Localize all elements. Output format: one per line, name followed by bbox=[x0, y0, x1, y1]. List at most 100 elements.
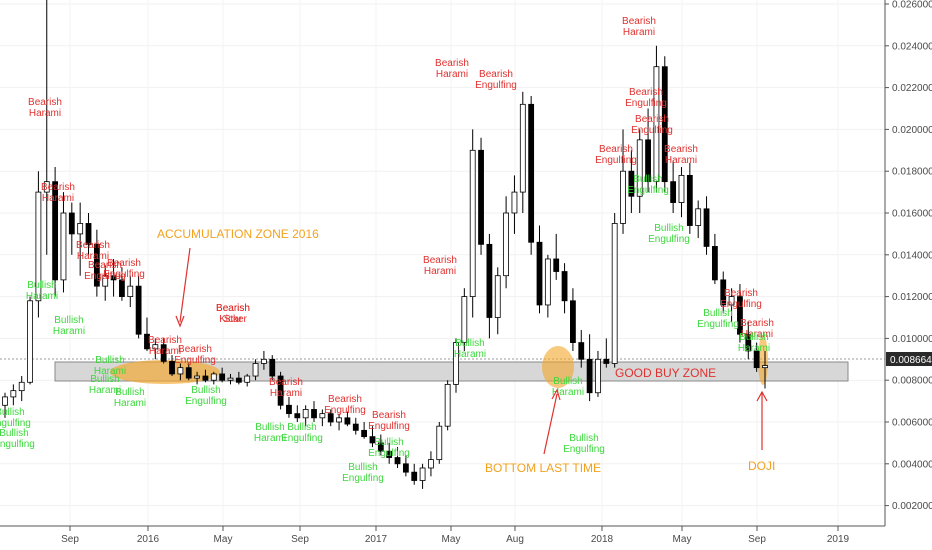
y-tick-label: 0.024000 bbox=[892, 41, 932, 52]
x-tick-label: Sep bbox=[61, 534, 79, 545]
pattern-label-bull: Bullish Harami bbox=[254, 422, 286, 444]
accumulation-arrow-head bbox=[175, 315, 185, 328]
candle-body bbox=[35, 191, 42, 302]
candle-body bbox=[311, 409, 317, 419]
pattern-label-bear: Bearish Harami bbox=[435, 58, 469, 80]
x-tick-label: May bbox=[673, 534, 692, 545]
candle-body bbox=[327, 413, 334, 423]
candle-body bbox=[402, 463, 409, 473]
candle-body bbox=[386, 450, 393, 458]
candle-body bbox=[720, 279, 727, 306]
good-buy-zone-label: GOOD BUY ZONE bbox=[615, 366, 716, 380]
accumulation-arrow bbox=[179, 247, 191, 323]
candle-body bbox=[411, 471, 418, 481]
bottom-arrow bbox=[543, 393, 558, 455]
y-tick-label: 0.008000 bbox=[892, 376, 932, 387]
candle-body bbox=[394, 457, 401, 465]
y-axis: 0.026000 0.024000 0.022000 0.020000 0.018000… bbox=[885, 0, 932, 512]
candle-body bbox=[544, 258, 551, 306]
candle-body bbox=[653, 66, 660, 183]
x-tick-label: May bbox=[442, 534, 461, 545]
pattern-label-bear: Bearish Engulfing bbox=[324, 394, 366, 416]
candle-body bbox=[753, 350, 760, 369]
candle-body bbox=[10, 390, 17, 398]
candle-body bbox=[453, 342, 459, 385]
candle-body bbox=[93, 243, 100, 287]
candle-body bbox=[377, 442, 384, 452]
candle-body bbox=[570, 300, 576, 343]
y-tick-label: 0.010000 bbox=[892, 334, 932, 345]
pattern-label-bear: Bearish Harami bbox=[41, 182, 75, 204]
candle-body bbox=[52, 181, 59, 281]
x-tick-label: May bbox=[214, 534, 233, 545]
candle-body bbox=[595, 358, 601, 394]
x-tick-label: 2018 bbox=[591, 534, 614, 545]
candle-body bbox=[436, 425, 443, 461]
pattern-label-bull: Bullish Harami bbox=[738, 332, 770, 354]
candle-body bbox=[461, 296, 468, 343]
pattern-label-bear: Bearish Harami bbox=[622, 16, 656, 38]
x-tick-label: Sep bbox=[291, 534, 309, 545]
x-tick-label: 2017 bbox=[365, 534, 388, 545]
x-tick-label: 2016 bbox=[137, 534, 160, 545]
pattern-label-bull: Bullish Harami bbox=[53, 315, 85, 337]
candle-body bbox=[745, 333, 752, 352]
candle-body bbox=[27, 300, 33, 383]
candles bbox=[2, 0, 768, 489]
candle-body bbox=[185, 367, 192, 379]
doji-label: DOJI bbox=[748, 459, 775, 473]
y-tick-label: 0.014000 bbox=[892, 250, 932, 261]
candle-body bbox=[369, 436, 376, 444]
candle-body bbox=[261, 358, 267, 364]
candle-body bbox=[737, 296, 743, 335]
candle-body bbox=[519, 103, 526, 193]
candle-body bbox=[144, 333, 150, 350]
candle-body bbox=[661, 66, 668, 183]
candle-body bbox=[511, 191, 518, 214]
pattern-labels: Bearish Harami Bearish Harami Bearish Harami B… bbox=[0, 16, 774, 484]
candle-body bbox=[486, 243, 493, 318]
candle-body bbox=[645, 139, 651, 183]
pattern-label-bear: Bearish Kicker bbox=[216, 303, 250, 325]
x-tick-label: Aug bbox=[506, 534, 524, 545]
candle-body bbox=[110, 275, 117, 281]
candle-body bbox=[169, 360, 175, 375]
candle-body bbox=[478, 149, 484, 245]
candle-body bbox=[119, 279, 125, 298]
candle-body bbox=[528, 103, 535, 243]
pattern-label-bull: Bullish Harami bbox=[114, 387, 146, 409]
pattern-label-bear: Bearish Engulfing bbox=[174, 344, 216, 366]
candle-body bbox=[18, 381, 25, 392]
pattern-label-bear: Bearish Harami bbox=[269, 377, 303, 399]
candle-body bbox=[444, 383, 451, 427]
candle-body bbox=[160, 344, 167, 362]
candle-body bbox=[711, 246, 718, 281]
candle-body bbox=[352, 423, 359, 431]
candle-body bbox=[135, 285, 142, 335]
pattern-label-bear: Bearish Harami bbox=[76, 240, 110, 262]
y-tick-label: 0.006000 bbox=[892, 418, 932, 429]
x-axis: Sep 2016 May Sep 2017 May Aug 2018 May Sep 2019 bbox=[61, 526, 850, 545]
bottom-last-time-label: BOTTOM LAST TIME bbox=[485, 461, 601, 475]
candle-body bbox=[611, 223, 618, 364]
pattern-label-bull: Bullish Harami bbox=[454, 338, 486, 360]
candle-body bbox=[319, 413, 326, 419]
candle-body bbox=[419, 467, 426, 481]
candle-body bbox=[578, 342, 585, 360]
candle-body bbox=[286, 404, 292, 415]
bottom-arrow-head bbox=[551, 388, 561, 401]
current-price-badge bbox=[886, 352, 932, 366]
candle-body bbox=[703, 208, 710, 247]
y-tick-label: 0.018000 bbox=[892, 167, 932, 178]
candle-body bbox=[428, 459, 434, 469]
x-tick-label: 2019 bbox=[827, 534, 850, 545]
candle-body bbox=[43, 181, 50, 193]
pattern-label-bull: Bullish Harami bbox=[94, 355, 126, 377]
pattern-label-bear: Bearish Engulfing bbox=[475, 69, 517, 91]
